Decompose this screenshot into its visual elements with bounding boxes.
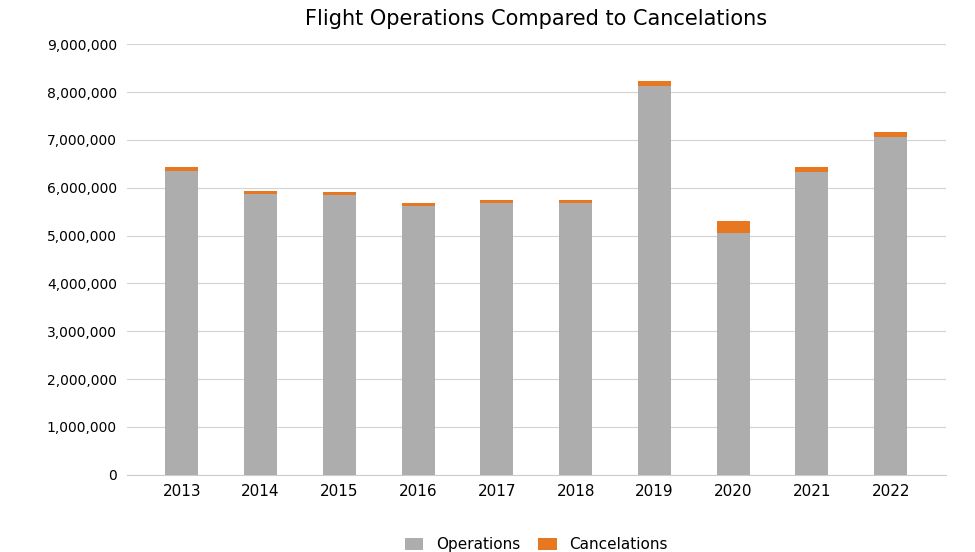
Bar: [244, 191, 277, 194]
Bar: [323, 195, 356, 475]
Bar: [875, 137, 907, 475]
Bar: [638, 81, 671, 86]
Bar: [402, 203, 435, 206]
Bar: [875, 132, 907, 137]
Bar: [166, 171, 199, 475]
Bar: [717, 233, 750, 475]
Bar: [166, 167, 199, 171]
Bar: [323, 192, 356, 195]
Bar: [402, 206, 435, 475]
Bar: [559, 203, 592, 475]
Bar: [481, 203, 514, 475]
Bar: [559, 200, 592, 203]
Title: Flight Operations Compared to Cancelations: Flight Operations Compared to Cancelatio…: [305, 9, 767, 29]
Bar: [244, 194, 277, 475]
Legend: Operations, Cancelations: Operations, Cancelations: [398, 530, 675, 552]
Bar: [481, 200, 514, 203]
Bar: [638, 86, 671, 475]
Bar: [796, 167, 829, 172]
Bar: [796, 172, 829, 475]
Bar: [717, 221, 750, 233]
